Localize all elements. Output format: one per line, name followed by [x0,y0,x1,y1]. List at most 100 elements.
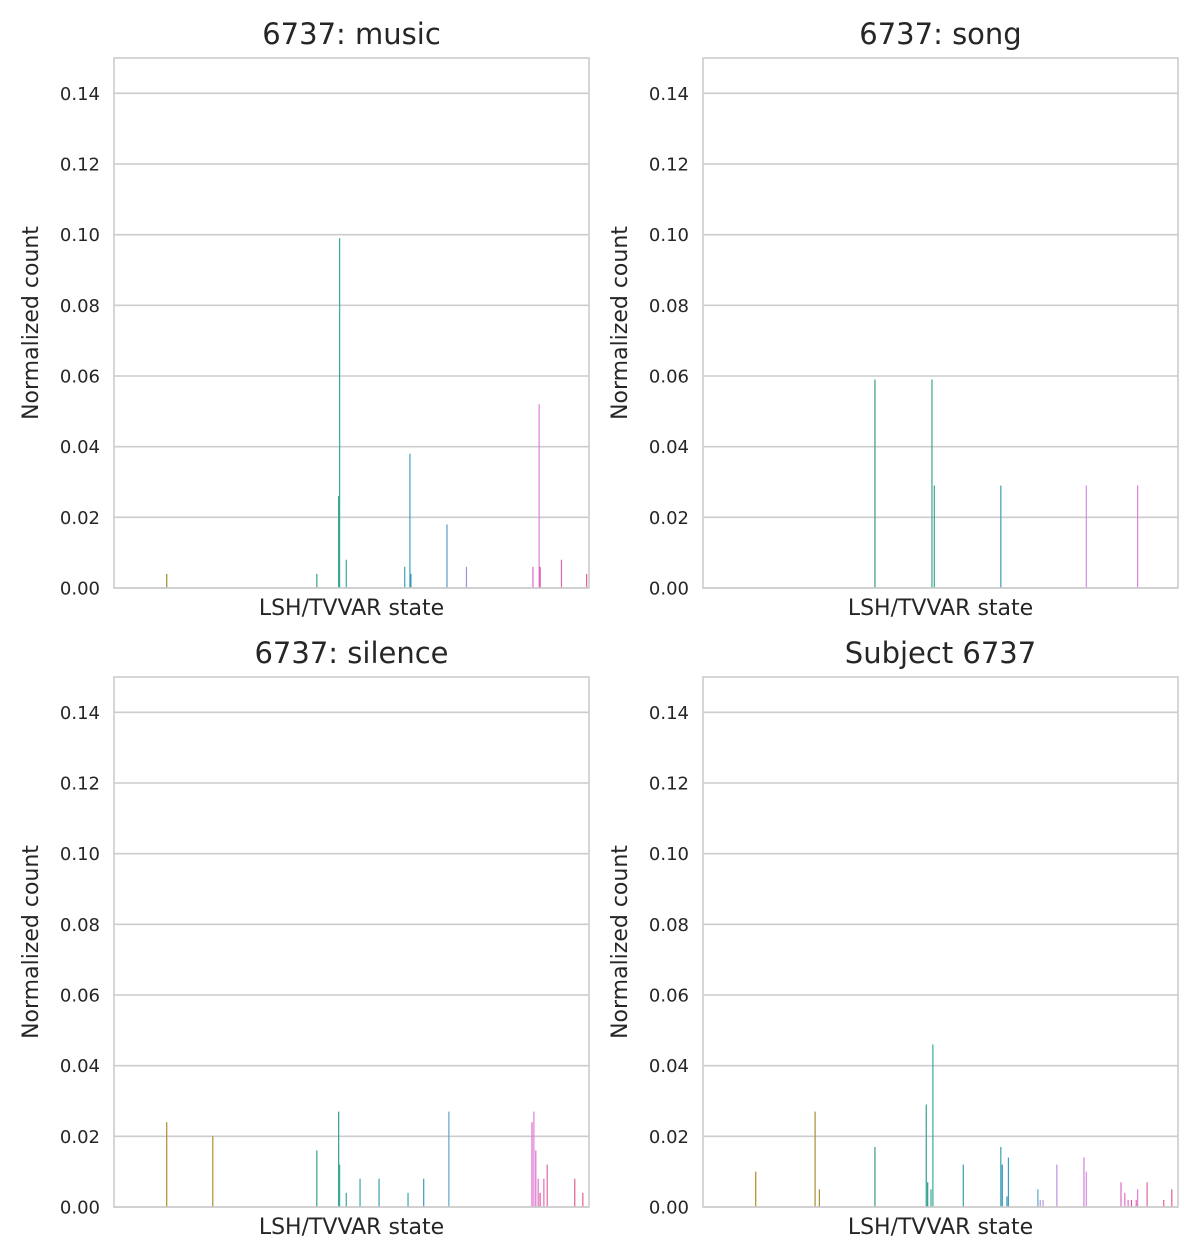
y-tick-label: 0.10 [649,844,689,865]
bar [539,1192,541,1207]
y-tick-label: 0.04 [60,437,100,458]
panel-title: Subject 6737 [845,636,1036,670]
bar [1085,485,1087,588]
y-axis-label: Normalized count [608,226,633,420]
y-tick-label: 0.08 [649,915,689,936]
bar [1037,1189,1039,1207]
bar [925,1104,927,1207]
y-tick-label: 0.14 [60,84,100,105]
bar [446,524,448,588]
bar [1130,1199,1133,1207]
bar [1137,1189,1139,1207]
x-axis-label: LSH/TVVAR state [259,1215,444,1240]
bar [316,1150,318,1207]
bar [339,1164,341,1207]
plot-area [114,58,589,588]
panel-subject: 0.00 0.02 0.04 0.06 0.08 0.10 0.12 0.14 Subject … [608,636,1179,1240]
bar [410,573,412,588]
bar [407,1192,409,1207]
plot-area [114,677,589,1207]
panel-music: 0.00 0.02 0.04 0.06 0.08 0.10 0.12 0.14 6737: mu… [19,17,590,621]
bar [539,566,541,588]
bar [537,1178,539,1207]
bar [962,1164,964,1207]
bar [1007,1157,1010,1207]
y-tick-label: 0.04 [60,1056,100,1077]
y-tick-label: 0.02 [649,1127,689,1148]
y-tick-label: 0.00 [60,1198,100,1219]
bar [933,485,935,588]
y-tick-label: 0.08 [60,296,100,317]
bar [560,559,563,588]
bar [1042,1199,1044,1207]
plot-area [703,58,1178,588]
bar [338,496,340,588]
bar [546,1164,548,1207]
y-tick-label: 0.06 [649,367,689,388]
y-tick-label: 0.12 [649,155,689,176]
bar [1000,1146,1002,1207]
y-tick-label: 0.04 [649,1056,689,1077]
bar [404,566,406,588]
bar [931,379,933,588]
bar [1039,1199,1041,1207]
y-tick-label: 0.06 [60,986,100,1007]
x-axis-label: LSH/TVVAR state [848,596,1033,621]
bar [533,1111,535,1207]
bar [316,573,318,588]
plot-area [703,677,1178,1207]
bar [359,1178,361,1207]
y-tick-label: 0.12 [60,774,100,795]
x-axis-label: LSH/TVVAR state [259,596,444,621]
bar [1085,1171,1087,1207]
bar [1135,1199,1137,1207]
y-tick-label: 0.00 [60,579,100,600]
bar [574,1178,576,1207]
axes-frame [113,57,590,589]
bar [1171,1189,1173,1207]
y-axis-label: Normalized count [19,845,44,1039]
bar [345,559,347,588]
y-tick-label: 0.08 [649,296,689,317]
y-tick-label: 0.04 [649,437,689,458]
y-tick-label: 0.12 [60,155,100,176]
bar [582,1192,584,1207]
axes-frame [702,57,1179,589]
bar [448,1111,450,1207]
y-tick-label: 0.10 [60,844,100,865]
y-tick-label: 0.14 [649,703,689,724]
y-tick-label: 0.12 [649,774,689,795]
bar [932,1044,934,1207]
bar [1000,485,1002,588]
x-axis-label: LSH/TVVAR state [848,1215,1033,1240]
y-tick-label: 0.14 [60,703,100,724]
y-tick-label: 0.02 [60,1127,100,1148]
bar [538,404,540,588]
y-tick-label: 0.02 [60,508,100,529]
bar [1001,1164,1003,1207]
bar [586,573,588,588]
bar [814,1111,816,1207]
y-tick-label: 0.00 [649,1198,689,1219]
y-tick-label: 0.10 [649,225,689,246]
bar [1056,1164,1058,1207]
panel-title: 6737: silence [254,636,448,670]
bar [927,1182,929,1207]
y-axis-label: Normalized count [608,845,633,1039]
bar [1137,485,1139,588]
bar [423,1178,425,1207]
y-tick-label: 0.08 [60,915,100,936]
panel-title: 6737: music [262,17,441,51]
y-tick-label: 0.06 [60,367,100,388]
bar [212,1136,214,1207]
bar [1124,1192,1126,1207]
axes-frame [113,676,590,1208]
bar [166,1122,168,1207]
bar [874,379,876,588]
y-tick-label: 0.00 [649,579,689,600]
bar [338,1111,340,1207]
bar [535,1150,537,1207]
bar [1120,1182,1122,1207]
bar [1006,1196,1008,1207]
